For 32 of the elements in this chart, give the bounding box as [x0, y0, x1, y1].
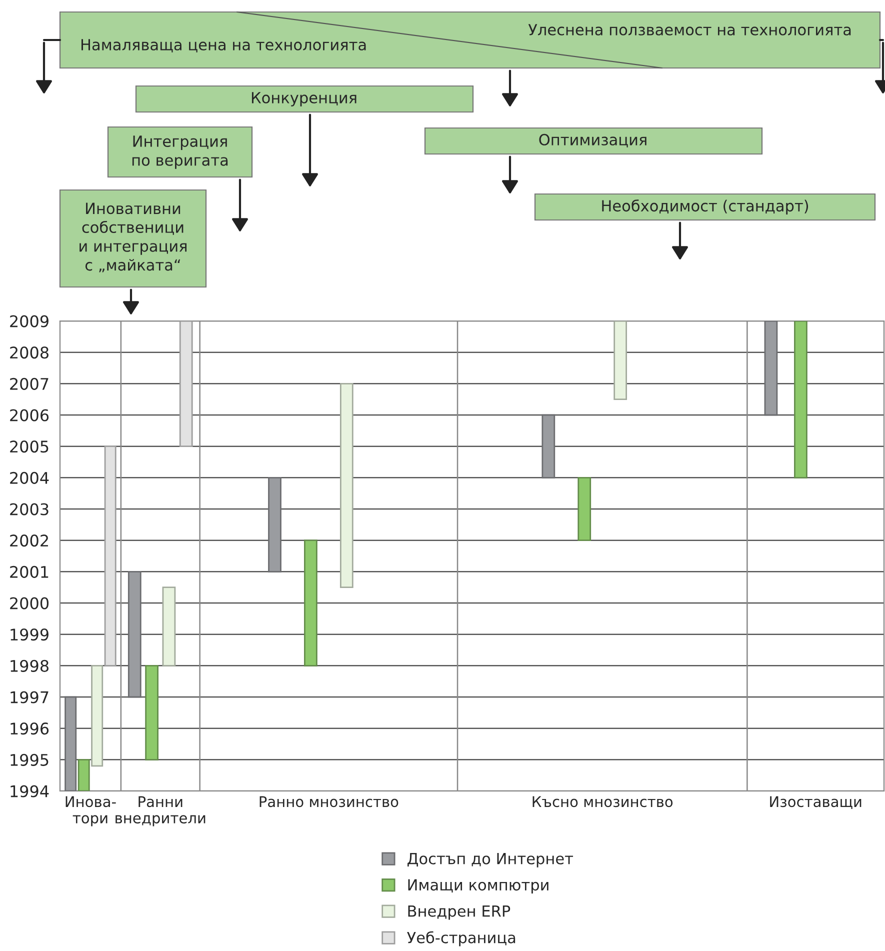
- text: Иновативни собственици и интеграция с „майката“: [80, 202, 187, 272]
- x-tick-label: Ранно мнозинство: [260, 796, 398, 808]
- y-tick-label: 1995: [10, 754, 48, 766]
- y-tick-label: 2005: [10, 440, 48, 453]
- y-tick-label: 2000: [10, 597, 49, 610]
- y-tick-label: 1996: [10, 722, 49, 735]
- x-tick-label: Ранни внедрители: [116, 796, 206, 826]
- y-tick-label: 2002: [10, 534, 48, 547]
- text: Намаляваща цена на технологията: [82, 39, 366, 52]
- y-tick-label: 1994: [10, 785, 49, 798]
- y-tick-label: 2009: [10, 315, 48, 328]
- y-tick-label: 2008: [10, 346, 48, 359]
- text: Улеснена ползваемост на технологията: [528, 24, 851, 36]
- y-tick-label: 1997: [10, 691, 48, 704]
- legend-label: Достъп до Интернет: [408, 853, 574, 868]
- y-tick-label: 2001: [10, 566, 48, 578]
- x-tick-label: Изоставащи: [770, 796, 862, 809]
- x-tick-label: Късно мнозинство: [532, 796, 673, 808]
- legend-label: Уеб-страница: [407, 931, 516, 946]
- legend-label: Имащи компютри: [408, 879, 548, 894]
- y-tick-label: 2003: [10, 503, 48, 516]
- y-tick-label: 2007: [10, 378, 48, 390]
- text: Необходимост (стандарт): [602, 199, 808, 215]
- text: Интеграция по веригата: [132, 136, 228, 169]
- y-tick-label: 2004: [10, 472, 49, 484]
- y-tick-label: 2006: [10, 409, 49, 422]
- text: Конкуренция: [252, 92, 356, 106]
- text: Оптимизация: [539, 134, 646, 148]
- legend-label: Внедрен ERP: [408, 905, 510, 920]
- y-tick-label: 1998: [10, 660, 48, 672]
- x-tick-label: Инова- тори: [66, 796, 116, 826]
- y-tick-label: 1999: [10, 628, 48, 641]
